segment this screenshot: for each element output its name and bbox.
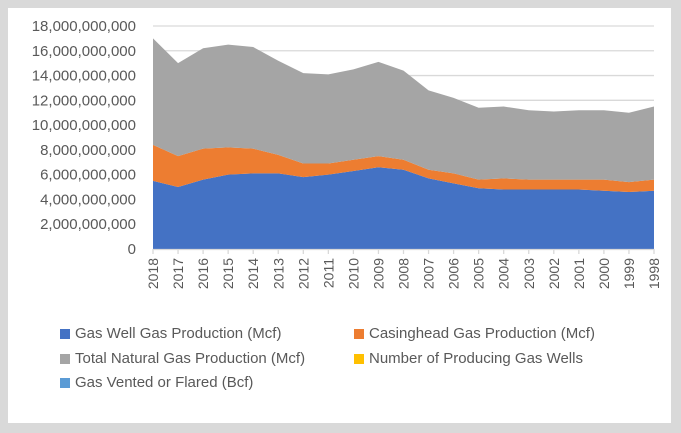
legend-item-producing-wells: Number of Producing Gas Wells [354, 350, 583, 367]
area-series-0 [153, 167, 654, 249]
area-series-1 [153, 144, 654, 193]
legend-item-total: Total Natural Gas Production (Mcf) [60, 350, 305, 367]
legend-item-casinghead: Casinghead Gas Production (Mcf) [354, 325, 595, 342]
x-tick-label: 2009 [370, 258, 386, 289]
x-tick-label: 2005 [471, 258, 487, 289]
stacked-areas [153, 38, 654, 249]
x-tick-label: 2010 [345, 258, 361, 289]
x-tick-label: 2006 [446, 258, 462, 289]
x-tick-label: 2008 [396, 258, 412, 289]
x-tick-label: 1998 [646, 258, 662, 289]
x-tick-label: 2016 [195, 258, 211, 289]
legend-swatch-vented-flared [60, 377, 70, 388]
y-tick-label: 10,000,000,000 [32, 117, 136, 134]
x-axis [152, 248, 655, 254]
y-tick-label: 12,000,000,000 [32, 92, 136, 109]
chart-frame: 0 2,000,000,000 4,000,000,000 6,000,000,000… [8, 8, 671, 423]
x-tick-label: 2003 [521, 258, 537, 289]
legend-item-gas-well: Gas Well Gas Production (Mcf) [60, 325, 281, 342]
legend-swatch-gas-well [60, 328, 70, 339]
x-tick-label: 2015 [220, 258, 236, 289]
x-tick-label: 2001 [571, 258, 587, 289]
legend-item-vented-flared: Gas Vented or Flared (Bcf) [60, 374, 253, 391]
legend-label-casinghead: Casinghead Gas Production (Mcf) [369, 325, 595, 342]
x-tick-label: 1999 [621, 258, 637, 289]
legend-label-producing-wells: Number of Producing Gas Wells [369, 350, 583, 367]
x-tick-label: 2012 [295, 258, 311, 289]
legend-label-vented-flared: Gas Vented or Flared (Bcf) [75, 374, 254, 391]
x-tick-label: 2018 [145, 258, 161, 289]
legend-swatch-total [60, 353, 70, 364]
x-tick-label: 2014 [245, 258, 261, 289]
y-tick-label: 8,000,000,000 [40, 142, 136, 159]
y-tick-label: 6,000,000,000 [40, 167, 136, 184]
area-chart: 0 2,000,000,000 4,000,000,000 6,000,000,000… [32, 18, 662, 289]
y-axis-labels: 0 2,000,000,000 4,000,000,000 6,000,000,000… [32, 18, 136, 258]
y-tick-label: 2,000,000,000 [40, 216, 136, 233]
x-tick-label: 2017 [170, 258, 186, 289]
y-tick-label: 16,000,000,000 [32, 43, 136, 60]
x-axis-labels: 2018 2017 2016 2015 2014 2013 2012 2011 2010 2009… [145, 258, 662, 289]
x-tick-label: 2011 [320, 258, 336, 288]
legend-swatch-casinghead [354, 328, 364, 339]
y-tick-label: 14,000,000,000 [32, 68, 136, 85]
y-tick-label: 18,000,000,000 [32, 18, 136, 35]
x-tick-label: 2004 [496, 258, 512, 289]
y-tick-label: 0 [128, 241, 136, 258]
y-tick-label: 4,000,000,000 [40, 191, 136, 208]
legend-label-total: Total Natural Gas Production (Mcf) [75, 350, 306, 367]
legend-swatch-producing-wells [354, 353, 364, 364]
x-tick-label: 2002 [546, 258, 562, 289]
x-tick-label: 2013 [270, 258, 286, 289]
x-tick-label: 2000 [596, 258, 612, 289]
legend-label-gas-well: Gas Well Gas Production (Mcf) [75, 325, 282, 342]
area-series-2 [153, 38, 654, 183]
x-tick-label: 2007 [421, 258, 437, 289]
